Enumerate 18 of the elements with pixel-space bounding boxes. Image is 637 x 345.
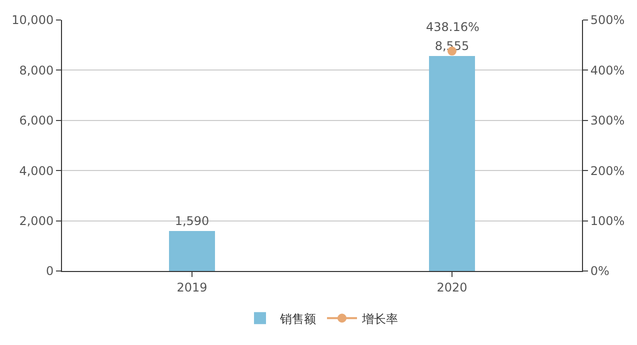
y2-tick-label: 300% [590,114,625,128]
data-label: 1,590 [174,214,210,228]
y2-tick-label: 0% [590,264,610,278]
y-tick-label: 0 [46,264,54,278]
y2-tick-label: 400% [590,63,625,78]
x-tick-label: 2019 [176,280,208,294]
y-tick-label: 10,000 [12,13,54,28]
y-tick-label: 2,000 [19,214,54,228]
y2-tick-label: 100% [590,214,625,228]
y-tick-label: 6,000 [19,114,54,128]
y-tick-label: 8,000 [19,63,54,78]
y2-tick-label: 200% [590,164,625,178]
y2-tick-label: 500% [590,13,625,28]
legend-label: 增长率 [361,312,398,326]
y-tick-label: 4,000 [19,164,54,178]
data-label: 438.16% [426,20,480,34]
legend-label: 销售额 [279,312,316,326]
x-tick-label: 2020 [436,280,468,294]
